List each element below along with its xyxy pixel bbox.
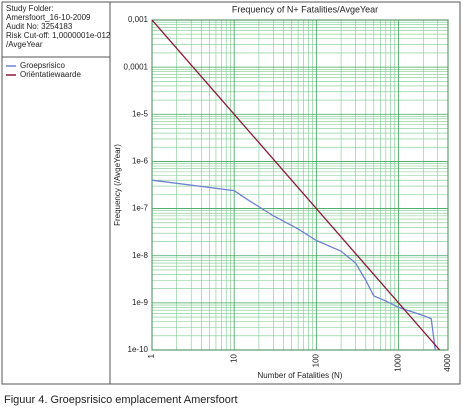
y-tick-label: 1e-8 <box>132 251 149 260</box>
y-tick-label: 1e-5 <box>132 109 149 118</box>
y-tick-label: 1e-9 <box>132 298 149 307</box>
x-tick-label: 4000 <box>443 353 452 371</box>
frame <box>1 1 461 385</box>
y-tick-label: 1e-7 <box>132 204 149 213</box>
series-line <box>152 20 441 350</box>
y-axis-title: Frequency (/AvgeYear) <box>113 144 122 226</box>
chart-title: Frequency of N+ Fatalities/AvgeYear <box>232 4 378 14</box>
study-info: Amersfoort_16-10-2009 <box>6 13 91 22</box>
y-tick-label: 1e-6 <box>132 157 149 166</box>
x-tick-label: 10 <box>229 353 238 362</box>
study-info: Audit No: 3254183 <box>6 22 73 31</box>
x-tick-label: 1000 <box>394 353 403 371</box>
y-tick-label: 1e-10 <box>128 345 149 354</box>
series-line <box>152 179 436 350</box>
study-info: Study Folder: <box>6 4 54 13</box>
study-info: Risk Cut-off: 1,0000001e-012 <box>6 31 111 40</box>
legend-label: Groepsrisico <box>20 61 65 70</box>
x-axis-title: Number of Fatalities (N) <box>258 371 343 380</box>
y-tick-label: 0,001 <box>128 15 149 24</box>
legend-label: Oriëntatiewaarde <box>20 70 81 79</box>
y-tick-label: 0,0001 <box>124 62 149 71</box>
caption: Figuur 4. Groepsrisico emplacement Amers… <box>4 394 238 406</box>
x-tick-label: 100 <box>311 353 320 367</box>
study-info: /AvgeYear <box>6 40 43 49</box>
x-tick-label: 1 <box>147 353 156 358</box>
